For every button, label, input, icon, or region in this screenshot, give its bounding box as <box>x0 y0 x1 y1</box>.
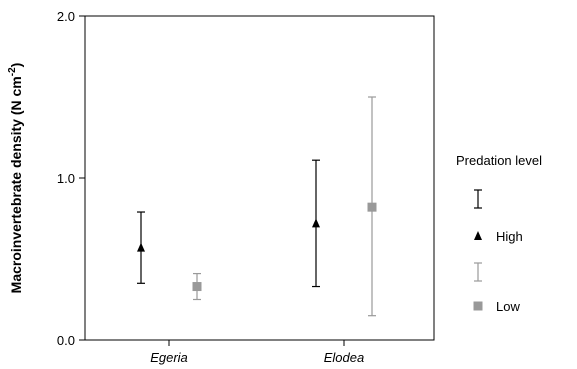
x-tick-label: Elodea <box>324 350 364 365</box>
legend-label: Low <box>496 299 520 314</box>
data-point-square <box>192 282 202 292</box>
x-tick-label: Egeria <box>150 350 188 365</box>
y-ticks: 0.0 1.0 2.0 <box>57 9 85 348</box>
data-point-triangle <box>137 242 145 252</box>
y-tick-label: 0.0 <box>57 333 75 348</box>
legend-title: Predation level <box>456 153 542 168</box>
plot-frame <box>84 15 435 341</box>
legend-label: High <box>496 229 523 244</box>
legend: High Low <box>473 189 523 314</box>
y-tick-label: 1.0 <box>57 171 75 186</box>
legend-marker-triangle <box>474 231 482 240</box>
y-axis-label-superscript: -2 <box>7 67 18 76</box>
legend-marker-square <box>473 301 483 311</box>
data-marks <box>137 96 377 317</box>
data-point-triangle <box>312 218 320 228</box>
y-tick-label: 2.0 <box>57 9 75 24</box>
y-axis-label: Macroinvertebrate density (N cm-2) <box>7 63 24 294</box>
data-point-square <box>367 202 377 212</box>
x-ticks: Egeria Elodea <box>150 340 364 365</box>
